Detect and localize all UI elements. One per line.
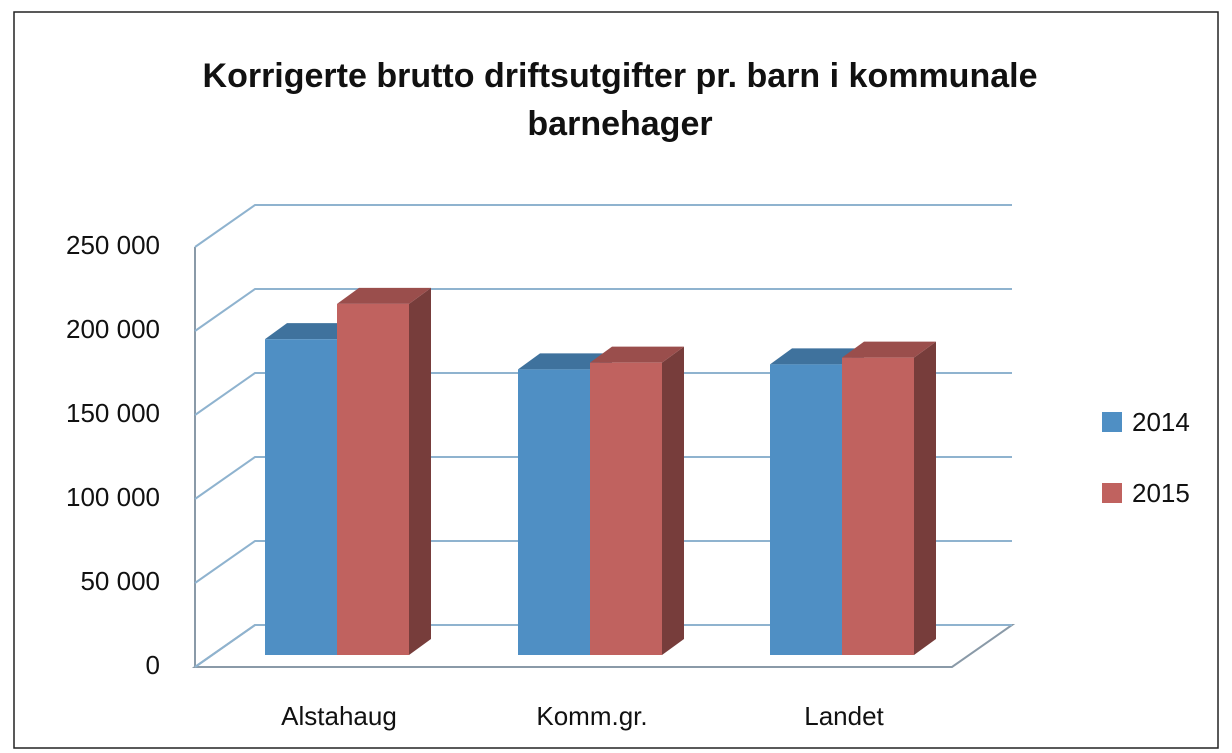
- bar: [265, 339, 337, 655]
- bar-side: [409, 287, 431, 655]
- bar: [842, 357, 914, 655]
- x-tick-label: Alstahaug: [281, 701, 397, 731]
- grid-line: [194, 288, 1012, 332]
- bar-top: [770, 348, 864, 365]
- bar-side: [662, 346, 684, 655]
- y-tick-label: 250 000: [66, 230, 160, 260]
- x-tick-label: Komm.gr.: [536, 701, 647, 731]
- grid-line: [194, 540, 1012, 584]
- y-tick-label: 150 000: [66, 398, 160, 428]
- grid-line: [194, 372, 1012, 416]
- bar: [770, 364, 842, 655]
- grid-line: [194, 624, 1012, 668]
- bar-side: [914, 341, 936, 655]
- y-tick-label: 50 000: [80, 566, 160, 596]
- grid-line: [194, 204, 1012, 248]
- bar-top: [842, 341, 936, 358]
- bar: [337, 303, 409, 655]
- legend-label: 2015: [1132, 478, 1190, 508]
- y-tick-label: 200 000: [66, 314, 160, 344]
- bar: [590, 362, 662, 655]
- y-tick-label: 0: [146, 650, 160, 680]
- bar: [518, 369, 590, 655]
- x-tick-label: Landet: [804, 701, 884, 731]
- y-tick-label: 100 000: [66, 482, 160, 512]
- bar-top: [337, 287, 431, 304]
- legend-swatch: [1102, 483, 1122, 503]
- bar-top: [590, 346, 684, 363]
- legend-label: 2014: [1132, 407, 1190, 437]
- grid-line: [194, 456, 1012, 500]
- legend-swatch: [1102, 412, 1122, 432]
- chart-title: Korrigerte brutto driftsutgifter pr. bar…: [202, 57, 1038, 143]
- bar-top: [265, 323, 359, 340]
- bar-top: [518, 353, 612, 370]
